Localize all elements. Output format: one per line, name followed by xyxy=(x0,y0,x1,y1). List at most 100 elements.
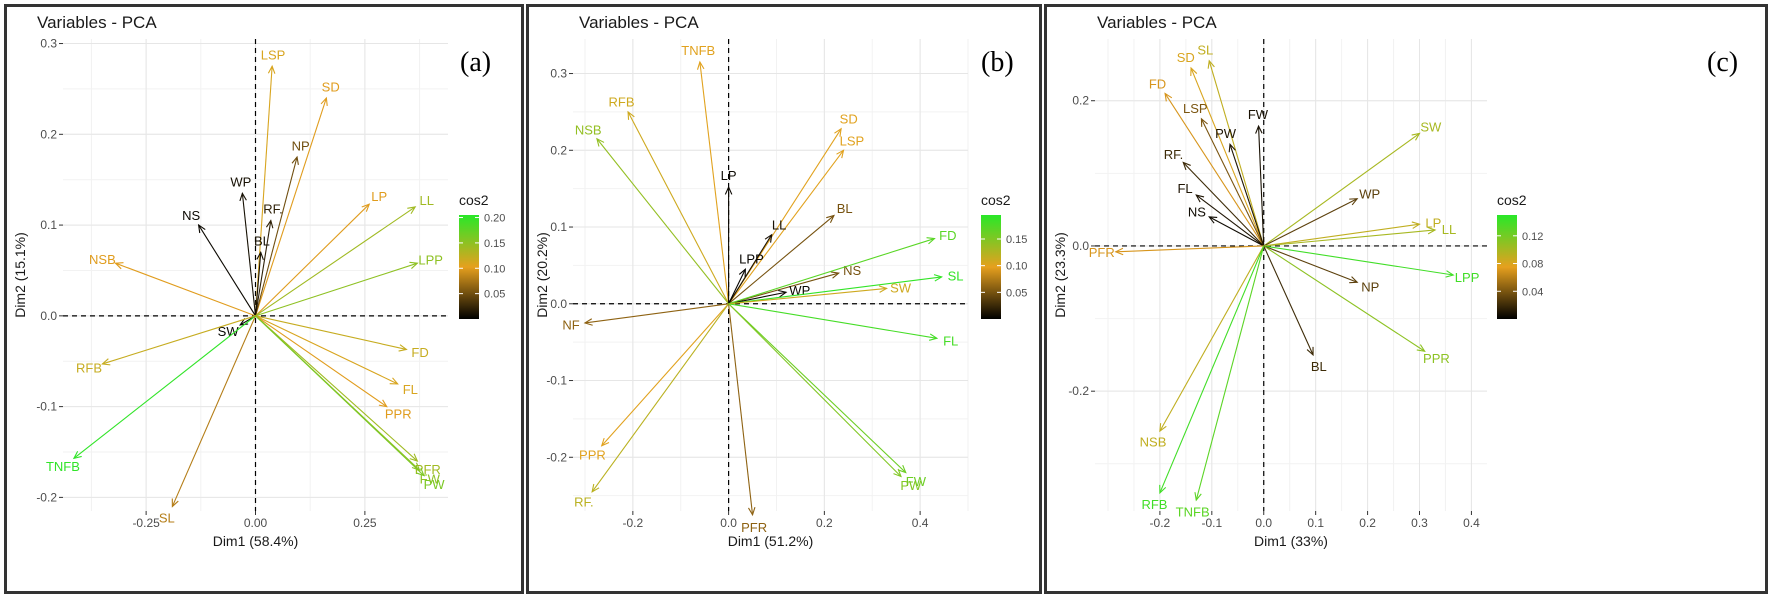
arrow-shaft xyxy=(1263,229,1436,247)
variable-arrow-sl: SL xyxy=(1197,42,1265,247)
legend-tick-label: 0.04 xyxy=(1522,286,1543,298)
x-tick-label: 0.4 xyxy=(1463,516,1480,530)
x-tick-label: -0.2 xyxy=(1150,516,1171,530)
variable-label: FL xyxy=(403,382,418,397)
variable-arrow-fl: FL xyxy=(1177,181,1265,247)
arrow-shaft xyxy=(1208,60,1265,247)
variable-label: BL xyxy=(254,233,270,248)
variable-label: NF xyxy=(562,318,579,333)
arrow-shaft xyxy=(255,315,425,476)
y-tick-label: 0.1 xyxy=(40,218,57,232)
arrow-head xyxy=(239,191,247,202)
grid xyxy=(63,39,448,511)
arrow-head xyxy=(1182,161,1191,171)
x-axis-label: Dim1 (51.2%) xyxy=(728,533,814,549)
arrow-head xyxy=(1200,117,1208,127)
variable-label: LSP xyxy=(1183,101,1208,116)
arrow-shaft xyxy=(728,238,935,305)
panel-title: Variables - PCA xyxy=(579,13,699,32)
variable-label: NP xyxy=(292,138,310,153)
variable-label: TNFB xyxy=(681,43,715,58)
variable-label: RFB xyxy=(609,94,635,109)
variable-arrow-lsp: LSP xyxy=(254,47,285,316)
arrow-head xyxy=(1159,484,1167,495)
legend-title: cos2 xyxy=(459,192,489,208)
arrow-head xyxy=(171,498,179,508)
arrow-shaft xyxy=(728,272,839,305)
y-tick-label: -0.2 xyxy=(1068,384,1089,398)
arrow-head xyxy=(591,483,600,493)
variable-label: WP xyxy=(1359,186,1380,201)
variable-arrow-sw: SW xyxy=(728,280,912,305)
arrow-shaft xyxy=(1263,223,1420,247)
arrow-shaft xyxy=(1159,245,1265,494)
arrow-head xyxy=(72,451,82,460)
y-tick-label: -0.1 xyxy=(36,400,57,414)
arrow-shaft xyxy=(254,66,273,316)
arrow-shaft xyxy=(1229,144,1265,247)
variable-label: SW xyxy=(218,324,240,339)
variable-arrow-bl: BL xyxy=(728,201,853,305)
arrow-shaft xyxy=(255,315,398,385)
arrow-head xyxy=(1411,132,1421,141)
variable-label: FD xyxy=(411,345,428,360)
arrow-shaft xyxy=(255,315,418,462)
arrow-shaft xyxy=(102,315,256,365)
variable-arrow-lsp: LSP xyxy=(1183,101,1265,247)
variable-arrow-rf: RF. xyxy=(254,202,283,316)
cos2-legend: cos2 0.05 0.10 0.15 xyxy=(981,192,1027,319)
arrow-head xyxy=(834,127,842,137)
arrow-head xyxy=(291,155,299,165)
arrow-shaft xyxy=(1263,245,1358,283)
arrow-shaft xyxy=(1182,162,1265,247)
variable-label: SD xyxy=(840,112,858,127)
y-tick-label: 0.0 xyxy=(1072,239,1089,253)
variable-label: SD xyxy=(322,80,340,95)
panel-tag: (c) xyxy=(1707,47,1739,78)
y-axis-label: Dim2 (20.2%) xyxy=(534,232,550,318)
legend-colorbar xyxy=(459,215,479,319)
pca-variables-plot-c: -0.2 -0.1 0.0 0.1 0.2 0.3 0.4 -0.2 0.0 0.2 Dim1 (3… xyxy=(1052,39,1543,549)
pca-variables-plot-a: -0.25 0.00 0.25 -0.2 -0.1 0.0 0.1 0.2 0.3 Dim1 (5… xyxy=(12,37,505,549)
variable-label: LP xyxy=(1425,216,1441,231)
arrow-head xyxy=(1208,216,1218,224)
arrow-shaft xyxy=(728,149,844,305)
arrow-shaft xyxy=(601,303,730,447)
variable-label: NP xyxy=(1361,280,1379,295)
arrow-head xyxy=(1349,198,1359,206)
variable-arrow-nsb: NSB xyxy=(89,252,256,317)
y-tick-label: 0.3 xyxy=(40,37,57,51)
panel-title: Variables - PCA xyxy=(1097,13,1217,32)
arrow-head xyxy=(778,289,788,298)
arrow-head xyxy=(627,110,635,120)
legend-tick-label: 0.20 xyxy=(484,213,505,225)
arrow-head xyxy=(596,137,605,147)
arrow-shaft xyxy=(254,252,262,316)
variable-arrow-np: NP xyxy=(1263,245,1379,295)
arrow-head xyxy=(361,203,371,212)
variable-label: NSB xyxy=(1140,435,1167,450)
y-tick-label: 0.2 xyxy=(550,143,567,157)
variable-label: SD xyxy=(1177,50,1195,65)
variable-label: NS xyxy=(182,208,200,223)
arrow-shaft xyxy=(1159,245,1265,432)
variable-arrow-pfr: PFR xyxy=(1089,245,1264,260)
pca-variables-plot-b: -0.2 0.0 0.2 0.4 -0.2 -0.1 0.0 0.1 0.2 0.3 Dim1 (5… xyxy=(534,39,1027,549)
arrow-head xyxy=(764,233,773,243)
variable-label: LPP xyxy=(1455,270,1480,285)
x-tick-label: 0.00 xyxy=(244,516,268,530)
variable-arrow-fl: FL xyxy=(255,315,418,397)
variable-arrow-ns: NS xyxy=(728,263,862,305)
legend-colorbar xyxy=(981,215,1001,319)
y-tick-label: 0.3 xyxy=(550,67,567,81)
arrow-head xyxy=(928,333,939,341)
legend-tick-label: 0.05 xyxy=(1006,287,1027,299)
variable-arrow-sw: SW xyxy=(1263,119,1442,247)
arrow-head xyxy=(583,318,593,326)
arrow-head xyxy=(926,237,936,245)
arrow-shaft xyxy=(1263,132,1420,247)
arrow-shaft xyxy=(254,156,298,316)
variable-label: PW xyxy=(424,477,446,492)
variable-label: WP xyxy=(230,174,251,189)
arrow-head xyxy=(893,468,902,478)
